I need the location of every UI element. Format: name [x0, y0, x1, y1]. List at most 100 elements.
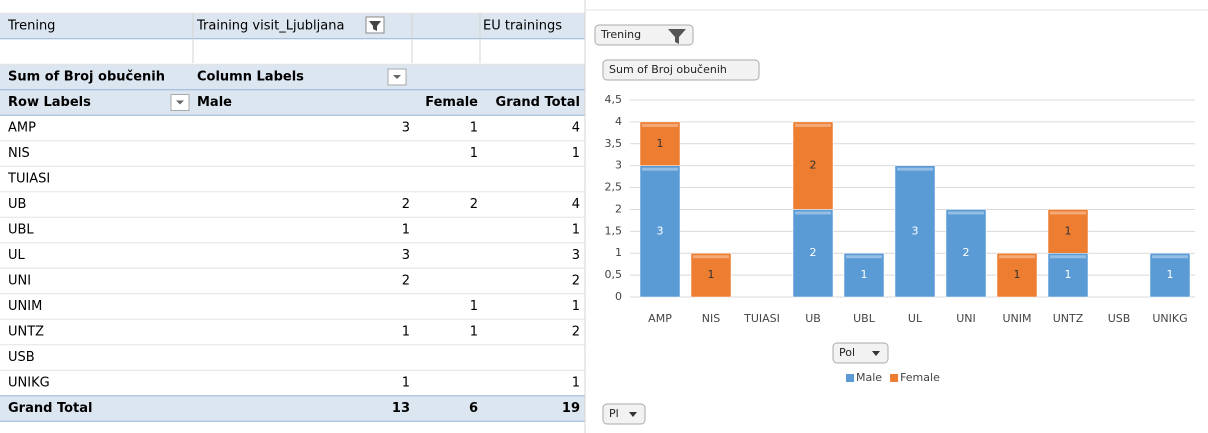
cell: 6: [469, 401, 478, 416]
field-button-label: Pl: [609, 407, 619, 420]
bar-bevel: [1050, 255, 1086, 259]
cell: NIS: [8, 146, 30, 161]
dropdown-arrow: [393, 75, 401, 79]
bar: [996, 252, 1038, 298]
y-tick-label: 0,5: [605, 268, 623, 281]
bar-bevel: [1152, 255, 1188, 259]
dropdown-arrow: [176, 100, 184, 105]
bar-bevel: [846, 255, 882, 259]
data-label: 1: [861, 268, 868, 281]
header-band: [0, 395, 585, 422]
legend-label: Male: [856, 371, 882, 384]
cell: 3: [402, 121, 410, 136]
cell: 1: [572, 146, 580, 161]
header-band: [0, 64, 585, 90]
y-tick-label: 1: [615, 246, 622, 259]
bar: [639, 165, 681, 298]
x-tick-label: UNI: [956, 312, 976, 325]
dropdown-arrow: [872, 351, 880, 356]
pivot-table: Trening Training visit_Ljubljana EU traini…: [0, 0, 586, 433]
cell: EU trainings: [483, 19, 562, 34]
cell: Grand Total: [496, 95, 580, 110]
cell: UNI: [8, 274, 31, 289]
y-tick-label: 4,5: [605, 93, 623, 106]
bar-bevel: [642, 167, 678, 171]
cell: Grand Total: [8, 401, 92, 416]
cell: UL: [8, 248, 26, 263]
x-tick-label: TUIASI: [743, 312, 780, 325]
cell: Column Labels: [197, 70, 304, 85]
bar: [639, 121, 681, 166]
y-tick-label: 1,5: [605, 224, 623, 237]
data-label: 2: [810, 159, 817, 172]
bar: [1149, 252, 1191, 298]
bar-bevel: [795, 211, 831, 215]
cell: AMP: [8, 121, 36, 136]
bar-bevel: [693, 255, 729, 259]
data-label: 3: [657, 224, 664, 237]
x-tick-label: UNTZ: [1053, 312, 1084, 325]
bar-bevel: [897, 167, 933, 171]
bar: [792, 209, 834, 298]
cell: 2: [402, 197, 410, 212]
bar-bevel: [642, 123, 678, 127]
cell: 1: [572, 223, 580, 238]
cell: UBL: [8, 223, 34, 238]
data-label: 1: [1167, 268, 1174, 281]
y-tick-label: 2: [615, 202, 622, 215]
bar: [945, 209, 987, 298]
data-label: 1: [1065, 268, 1072, 281]
bar: [1047, 252, 1089, 298]
cell: 19: [562, 401, 580, 416]
cell: 1: [402, 325, 410, 340]
y-tick-label: 4: [615, 115, 622, 128]
data-label: 1: [657, 137, 664, 150]
cell: Trening: [7, 19, 55, 34]
cell: 1: [572, 299, 580, 314]
cell: UNIKG: [8, 376, 50, 391]
x-tick-label: UL: [908, 312, 923, 325]
cell: 1: [470, 121, 478, 136]
filter-icon: [369, 21, 381, 31]
bar-bevel: [795, 123, 831, 127]
x-tick-label: USB: [1108, 312, 1131, 325]
field-button[interactable]: [832, 342, 889, 364]
header-band: [0, 89, 585, 116]
cell: USB: [8, 350, 35, 365]
cell: 2: [572, 325, 580, 340]
bar-bevel: [948, 211, 984, 215]
y-tick-label: 2,5: [605, 181, 623, 194]
field-button[interactable]: [602, 59, 760, 81]
cell: UNIM: [8, 299, 42, 314]
legend-label: Female: [900, 371, 940, 384]
y-tick-label: 0: [615, 290, 622, 303]
x-tick-label: UBL: [853, 312, 876, 325]
cell: 1: [470, 325, 478, 340]
cell: 2: [572, 274, 580, 289]
bar-bevel: [999, 255, 1035, 259]
data-label: 2: [963, 246, 970, 259]
field-button-label: Trening: [600, 28, 641, 41]
x-tick-label: AMP: [648, 312, 672, 325]
bar: [894, 165, 936, 298]
bar: [792, 121, 834, 210]
x-tick-label: UNIM: [1002, 312, 1031, 325]
cell: Male: [197, 95, 232, 110]
field-button[interactable]: [594, 24, 694, 46]
legend-swatch: [890, 374, 899, 382]
cell: Training visit_Ljubljana: [196, 19, 344, 34]
field-button[interactable]: [602, 403, 646, 425]
bar: [843, 252, 885, 298]
cell: 4: [572, 197, 580, 212]
cell: 13: [392, 401, 410, 416]
cell: TUIASI: [7, 172, 50, 187]
data-label: 1: [1065, 224, 1072, 237]
cell: UNTZ: [8, 325, 44, 340]
filter-icon: [668, 29, 686, 44]
cell: 1: [402, 223, 410, 238]
field-button-label: Pol: [839, 346, 855, 359]
cell: 4: [572, 121, 580, 136]
pivot-chart: Trening Sum of Broj obučenih Pol Pl 0 0,5 1 1,5…: [586, 0, 1208, 433]
legend-swatch: [846, 374, 854, 382]
